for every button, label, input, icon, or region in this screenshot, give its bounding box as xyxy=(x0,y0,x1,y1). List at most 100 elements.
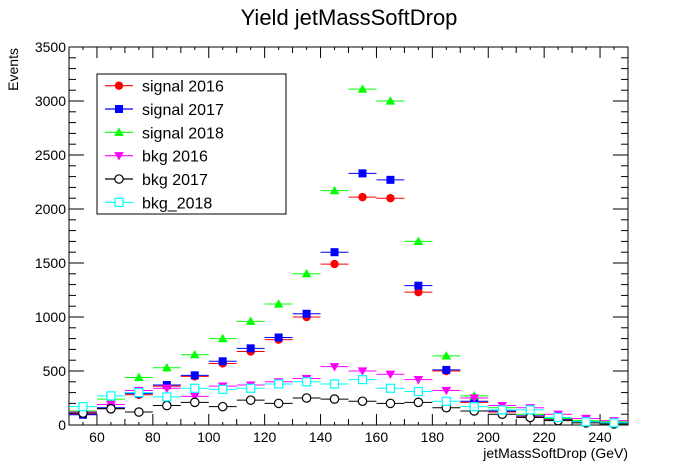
data-point xyxy=(413,386,423,397)
data-point xyxy=(442,365,451,374)
legend-marker xyxy=(114,81,124,90)
data-point xyxy=(414,287,423,297)
data-point xyxy=(386,194,395,203)
legend: signal 2016 signal 2017 signal 2018 bkg 201… xyxy=(96,73,287,215)
data-point xyxy=(413,397,424,408)
legend-marker xyxy=(114,152,124,161)
data-point xyxy=(301,377,312,387)
legend-marker xyxy=(115,105,123,113)
series-bkg-2018 xyxy=(69,375,628,428)
data-point xyxy=(385,96,396,105)
data-point xyxy=(106,391,116,401)
y-tick-label: 3500 xyxy=(35,39,66,55)
y-tick-label: 3000 xyxy=(35,93,66,109)
data-point xyxy=(609,418,619,428)
data-point xyxy=(246,344,255,353)
y-tick-label: 1500 xyxy=(35,255,66,271)
x-tick-label: 80 xyxy=(145,429,161,445)
legend-label: signal 2017 xyxy=(142,102,224,119)
data-point xyxy=(553,412,563,423)
data-point xyxy=(385,383,396,393)
data-point xyxy=(441,396,451,406)
data-point xyxy=(329,363,340,372)
data-point xyxy=(189,392,200,402)
legend-marker xyxy=(114,174,124,184)
data-point xyxy=(217,401,228,412)
y-tick-label: 0 xyxy=(58,417,66,433)
data-point xyxy=(581,417,591,427)
x-axis-label: jetMassSoftDrop (GeV) xyxy=(482,445,628,461)
x-tick-label: 160 xyxy=(365,429,389,445)
data-point xyxy=(385,370,396,380)
data-point xyxy=(274,333,283,342)
x-tick-label: 200 xyxy=(477,429,501,445)
data-point xyxy=(217,333,228,343)
data-point xyxy=(525,412,535,423)
data-point xyxy=(330,259,339,269)
data-point xyxy=(134,388,144,398)
data-point xyxy=(162,362,172,372)
legend-marker xyxy=(114,127,124,136)
y-tick-label: 1000 xyxy=(35,309,66,325)
x-tick-label: 220 xyxy=(532,429,556,445)
data-point xyxy=(190,371,199,380)
y-tick-label: 500 xyxy=(43,363,67,379)
x-tick-label: 120 xyxy=(253,429,277,445)
legend-label: bkg 2017 xyxy=(142,172,208,189)
data-point xyxy=(497,405,507,415)
data-point xyxy=(385,398,396,409)
data-point xyxy=(329,379,340,389)
data-point xyxy=(358,169,367,178)
y-tick-label: 2500 xyxy=(35,147,66,163)
data-point xyxy=(441,351,452,360)
data-point xyxy=(469,394,480,403)
x-tick-label: 60 xyxy=(89,429,105,445)
data-point xyxy=(106,403,116,414)
data-point xyxy=(413,236,424,245)
data-point xyxy=(273,299,284,308)
y-axis-label: Events xyxy=(5,48,21,91)
data-point xyxy=(329,394,340,404)
data-point xyxy=(274,379,284,389)
x-tick-label: 240 xyxy=(588,429,612,445)
data-point xyxy=(441,386,452,396)
data-point xyxy=(189,397,200,408)
legend-label: signal 2018 xyxy=(142,125,224,142)
data-point xyxy=(357,396,368,407)
legend-label: signal 2016 xyxy=(142,79,224,96)
legend-box xyxy=(96,73,287,215)
data-point xyxy=(330,248,339,257)
data-point xyxy=(357,367,368,376)
y-tick-label: 2000 xyxy=(35,201,66,217)
chart-title: Yield jetMassSoftDrop xyxy=(241,5,458,30)
data-point xyxy=(78,402,88,412)
data-point xyxy=(162,400,172,411)
data-point xyxy=(357,375,368,385)
data-point xyxy=(413,376,424,385)
data-point xyxy=(525,405,535,415)
data-point xyxy=(301,393,312,403)
x-tick-label: 140 xyxy=(309,429,333,445)
data-point xyxy=(302,309,311,318)
y-axis: 0 500 1000 1500 2000 2500 3000 3500 xyxy=(35,39,628,433)
data-point xyxy=(162,384,172,394)
data-point xyxy=(358,192,367,202)
data-point xyxy=(134,407,144,417)
data-point xyxy=(134,372,144,382)
legend-label: bkg_2018 xyxy=(142,195,212,212)
x-axis: 60 80 100 120 140 160 180 200 220 240 xyxy=(82,47,615,445)
data-point xyxy=(189,350,200,359)
series-layer xyxy=(69,84,628,429)
legend-marker xyxy=(114,197,124,207)
data-point xyxy=(218,384,228,394)
x-tick-label: 100 xyxy=(197,429,221,445)
data-point xyxy=(162,392,172,402)
data-point xyxy=(386,175,395,184)
x-tick-label: 180 xyxy=(421,429,445,445)
data-point xyxy=(273,398,284,409)
data-point xyxy=(246,383,256,393)
data-point xyxy=(245,316,256,325)
data-point xyxy=(245,395,256,405)
